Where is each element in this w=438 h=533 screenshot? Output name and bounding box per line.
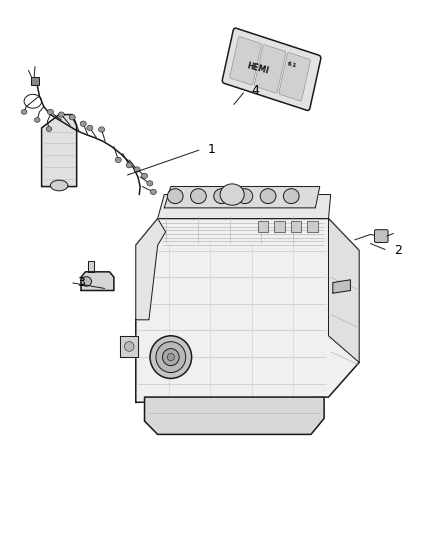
FancyBboxPatch shape — [279, 53, 311, 101]
Ellipse shape — [283, 189, 299, 204]
Text: 1: 1 — [208, 143, 216, 156]
Bar — [258, 221, 268, 232]
Ellipse shape — [87, 125, 93, 131]
Polygon shape — [158, 195, 331, 219]
Text: 2: 2 — [394, 244, 402, 257]
Bar — [291, 221, 301, 232]
FancyBboxPatch shape — [374, 230, 388, 243]
Ellipse shape — [50, 180, 68, 191]
Text: 3: 3 — [77, 276, 85, 289]
Polygon shape — [328, 219, 359, 362]
Ellipse shape — [150, 336, 192, 378]
Bar — [307, 221, 318, 232]
Ellipse shape — [99, 127, 105, 132]
Ellipse shape — [115, 157, 121, 163]
Ellipse shape — [46, 126, 52, 132]
Polygon shape — [164, 187, 320, 208]
Text: HEMI: HEMI — [246, 61, 269, 76]
Polygon shape — [333, 280, 350, 293]
Ellipse shape — [237, 189, 253, 204]
Ellipse shape — [191, 189, 206, 204]
Ellipse shape — [126, 163, 132, 168]
Ellipse shape — [214, 189, 230, 204]
Ellipse shape — [156, 342, 186, 373]
Ellipse shape — [69, 115, 75, 120]
Ellipse shape — [47, 109, 53, 115]
Polygon shape — [145, 397, 324, 434]
Text: 6.1: 6.1 — [286, 61, 297, 69]
FancyBboxPatch shape — [222, 28, 321, 110]
Ellipse shape — [34, 118, 40, 123]
Ellipse shape — [124, 342, 134, 351]
Ellipse shape — [81, 277, 92, 286]
Ellipse shape — [134, 167, 140, 172]
Polygon shape — [81, 272, 114, 290]
FancyBboxPatch shape — [230, 37, 261, 85]
Text: 4: 4 — [252, 84, 260, 97]
Polygon shape — [42, 115, 77, 187]
Ellipse shape — [21, 110, 27, 115]
Polygon shape — [120, 336, 138, 357]
Polygon shape — [136, 219, 166, 320]
Ellipse shape — [147, 181, 153, 186]
Polygon shape — [136, 219, 359, 402]
Bar — [31, 77, 39, 85]
Ellipse shape — [167, 353, 174, 361]
Ellipse shape — [220, 184, 244, 205]
Ellipse shape — [80, 121, 86, 126]
Ellipse shape — [162, 349, 179, 366]
FancyBboxPatch shape — [254, 45, 286, 93]
Ellipse shape — [141, 173, 148, 179]
Ellipse shape — [260, 189, 276, 204]
Polygon shape — [88, 261, 94, 272]
Bar — [274, 221, 285, 232]
Ellipse shape — [150, 189, 156, 195]
Ellipse shape — [58, 112, 64, 117]
Ellipse shape — [167, 189, 183, 204]
